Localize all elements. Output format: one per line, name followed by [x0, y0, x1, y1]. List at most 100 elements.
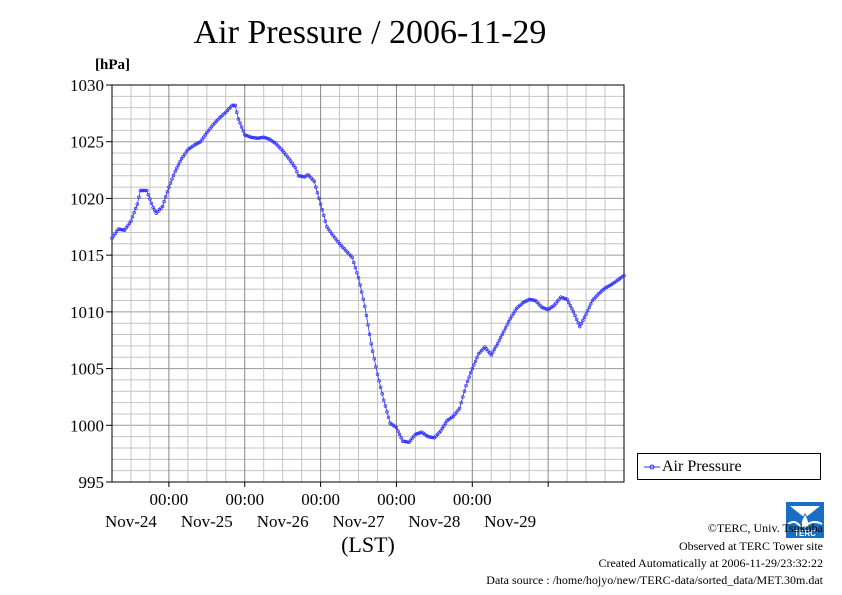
- data-point: [503, 326, 508, 330]
- data-point: [470, 366, 475, 371]
- data-point: [495, 341, 500, 346]
- data-point: [296, 173, 301, 178]
- data-point: [529, 297, 533, 302]
- data-point: [315, 191, 320, 195]
- data-point: [167, 185, 171, 189]
- data-point: [129, 219, 133, 223]
- terc-logo: TERC: [786, 502, 824, 538]
- data-point: [367, 332, 372, 337]
- data-point: [431, 435, 435, 440]
- data-point: [141, 188, 146, 193]
- data-point: [372, 357, 377, 361]
- series-line: [111, 105, 625, 443]
- data-point: [582, 315, 587, 319]
- data-point: [116, 227, 121, 231]
- data-point: [358, 283, 362, 287]
- data-point: [540, 305, 544, 310]
- data-point: [581, 318, 585, 323]
- plot-frame: [111, 84, 625, 483]
- data-point: [244, 133, 249, 138]
- data-point: [133, 206, 138, 211]
- observed-text: Observed at TERC Tower site: [678, 539, 823, 553]
- data-point: [579, 321, 584, 326]
- x-tick-time-label: 00:00: [377, 490, 416, 509]
- legend-label: Air Pressure: [662, 458, 742, 475]
- data-point: [238, 121, 242, 125]
- data-point: [397, 432, 402, 437]
- data-point: [168, 181, 173, 185]
- data-point: [429, 435, 433, 439]
- data-point: [249, 135, 253, 139]
- data-point: [178, 160, 182, 164]
- data-point: [176, 163, 181, 167]
- data-point: [140, 188, 144, 193]
- data-point: [355, 270, 359, 275]
- x-tick-date-label: Nov-29: [484, 512, 536, 531]
- data-point: [573, 313, 577, 318]
- data-point: [231, 103, 236, 108]
- created-text: Created Automatically at 2006-11-29/23:3…: [598, 556, 823, 570]
- data-point: [364, 313, 369, 318]
- data-point: [574, 317, 579, 321]
- data-point: [179, 156, 184, 161]
- data-point: [366, 323, 370, 327]
- data-point: [543, 306, 547, 311]
- data-point: [370, 349, 375, 354]
- data-point: [497, 338, 501, 343]
- data-point: [126, 223, 130, 228]
- x-tick-time-label: 00:00: [150, 490, 189, 509]
- data-point: [170, 177, 174, 181]
- data-point: [145, 188, 149, 193]
- x-tick-time-label: 00:00: [225, 490, 264, 509]
- data-point: [404, 439, 408, 444]
- data-point: [241, 129, 245, 133]
- data-point: [173, 169, 177, 173]
- data-point: [502, 329, 506, 333]
- data-point: [200, 137, 204, 142]
- data-point: [317, 196, 321, 201]
- data-point: [291, 163, 296, 168]
- data-point: [513, 309, 517, 313]
- data-point: [508, 316, 512, 321]
- grid-lines: [112, 85, 624, 482]
- data-point: [383, 404, 388, 408]
- data-point: [426, 434, 430, 439]
- data-point: [312, 179, 317, 184]
- data-point: [137, 195, 141, 200]
- data-point: [110, 236, 114, 240]
- data-point: [148, 197, 152, 201]
- data-point: [464, 383, 468, 388]
- data-point: [121, 228, 125, 232]
- data-point: [233, 103, 238, 108]
- data-point: [491, 350, 495, 354]
- data-point: [130, 215, 135, 219]
- data-point: [287, 156, 291, 161]
- data-point: [175, 166, 179, 170]
- data-point: [462, 389, 467, 394]
- data-point: [438, 429, 443, 433]
- data-point: [261, 135, 266, 139]
- data-point: [472, 363, 476, 367]
- data-point: [467, 375, 471, 379]
- x-tick-date-label: Nov-26: [257, 512, 309, 531]
- chart-title: Air Pressure / 2006-11-29: [193, 14, 547, 51]
- data-point: [325, 225, 329, 229]
- data-point: [578, 324, 582, 329]
- data-point: [565, 297, 569, 302]
- data-point: [584, 312, 588, 316]
- data-point: [322, 213, 326, 218]
- data-point: [235, 110, 239, 114]
- data-point: [127, 221, 132, 226]
- data-point: [413, 432, 418, 437]
- data-point: [361, 297, 366, 301]
- data-point: [541, 306, 546, 310]
- data-point: [122, 228, 127, 232]
- data-point: [457, 406, 462, 411]
- data-point: [440, 426, 445, 431]
- data-point: [401, 439, 405, 443]
- data-point: [146, 192, 151, 197]
- data-point: [587, 305, 591, 310]
- data-point: [242, 133, 247, 137]
- data-point: [492, 347, 497, 352]
- data-point: [356, 276, 361, 280]
